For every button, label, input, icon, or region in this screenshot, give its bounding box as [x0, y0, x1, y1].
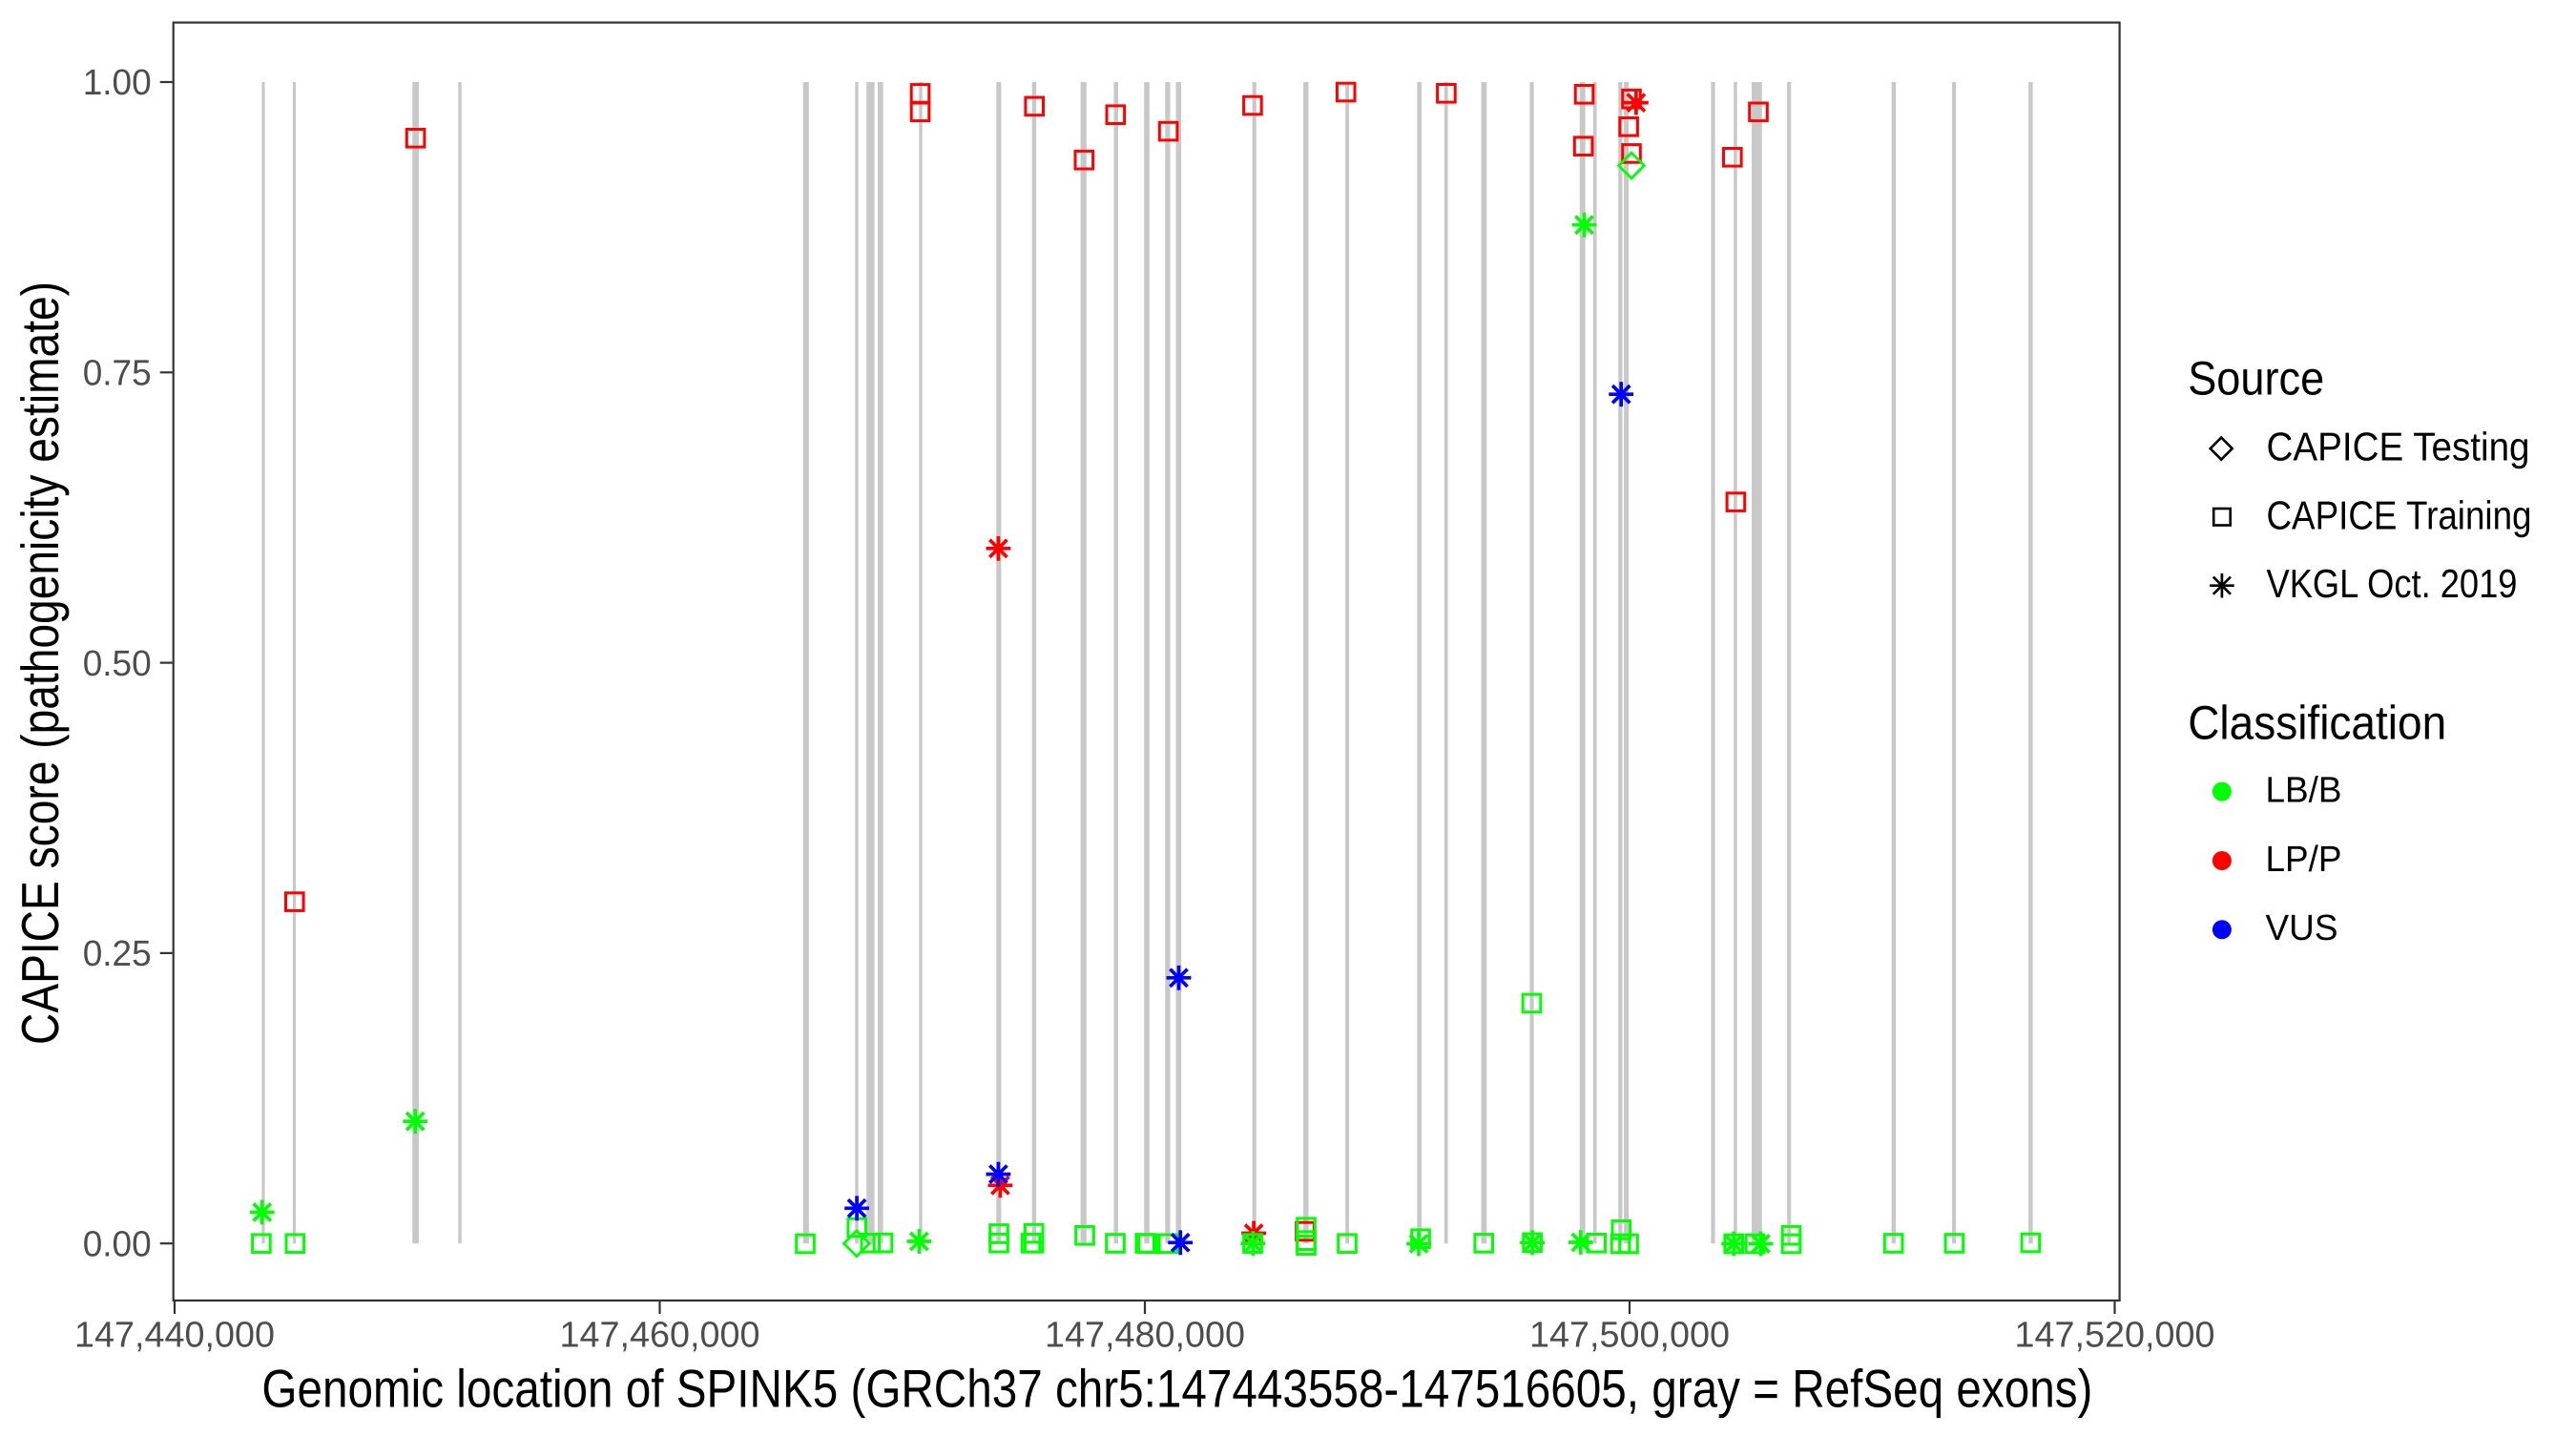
svg-text:0.50: 0.50: [83, 644, 152, 684]
svg-text:VUS: VUS: [2266, 908, 2338, 948]
svg-text:LB/B: LB/B: [2266, 770, 2342, 810]
svg-text:0.00: 0.00: [83, 1224, 152, 1264]
svg-text:0.25: 0.25: [83, 934, 152, 974]
svg-text:Source: Source: [2188, 352, 2324, 406]
svg-text:CAPICE Training: CAPICE Training: [2267, 492, 2532, 537]
svg-text:Genomic location of SPINK5 (GR: Genomic location of SPINK5 (GRCh37 chr5:…: [261, 1359, 2092, 1419]
svg-text:LP/P: LP/P: [2266, 840, 2342, 880]
svg-text:147,500,000: 147,500,000: [1529, 1316, 1730, 1356]
svg-text:VKGL Oct. 2019: VKGL Oct. 2019: [2267, 561, 2518, 606]
svg-text:147,520,000: 147,520,000: [2015, 1316, 2215, 1356]
svg-text:147,480,000: 147,480,000: [1045, 1316, 1245, 1356]
svg-text:CAPICE score (pathogenicity es: CAPICE score (pathogenicity estimate): [10, 281, 70, 1045]
svg-text:0.75: 0.75: [83, 354, 152, 394]
svg-text:147,460,000: 147,460,000: [560, 1316, 760, 1356]
svg-text:Classification: Classification: [2188, 696, 2446, 749]
svg-text:1.00: 1.00: [83, 63, 152, 103]
svg-text:147,440,000: 147,440,000: [74, 1316, 275, 1356]
svg-text:CAPICE Testing: CAPICE Testing: [2267, 425, 2530, 469]
